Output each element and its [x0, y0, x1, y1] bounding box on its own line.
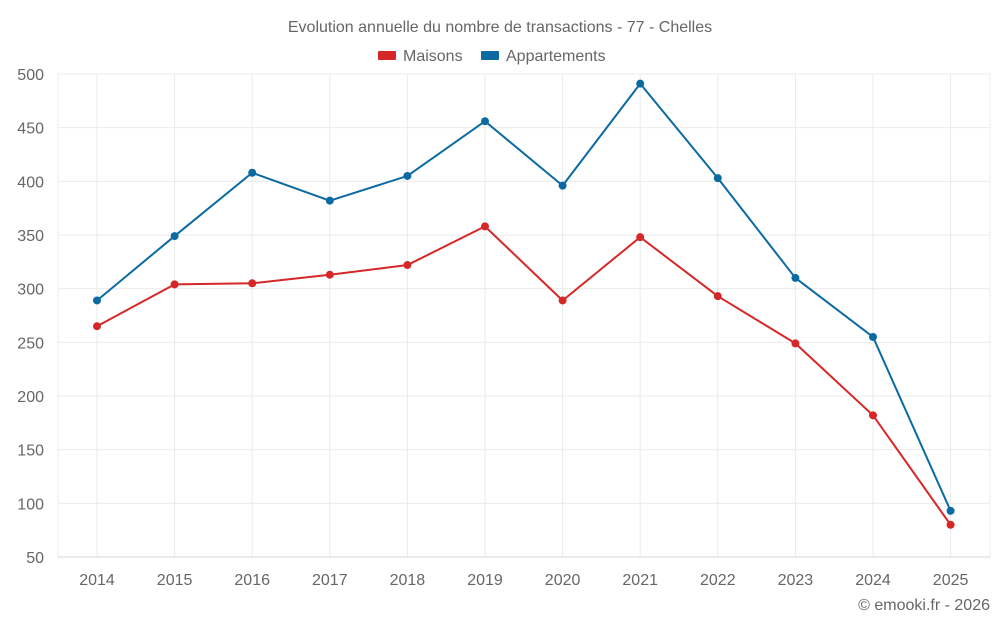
x-tick-label: 2020 [545, 572, 581, 589]
data-point [946, 520, 955, 529]
credit-text: © emooki.fr - 2026 [858, 597, 990, 614]
data-point [170, 280, 179, 289]
legend-swatch [378, 51, 396, 60]
x-tick-label: 2025 [933, 572, 969, 589]
data-point [946, 506, 955, 515]
x-tick-label: 2021 [622, 572, 658, 589]
legend: Maisons Appartements [378, 48, 606, 65]
x-axis-ticks: 2014 2015 2016 2017 2018 2019 2020 2021 2022 2023… [79, 572, 968, 589]
y-axis-ticks: 50 100 150 200 250 300 350 400 450 500 [17, 67, 44, 567]
series-line [96, 225, 952, 526]
x-tick-label: 2019 [467, 572, 503, 589]
data-point [248, 279, 257, 288]
data-point [170, 232, 179, 241]
y-tick-label: 150 [17, 443, 44, 460]
y-gridlines [58, 73, 990, 558]
legend-label: Appartements [506, 48, 606, 65]
y-tick-label: 50 [26, 550, 44, 567]
x-gridlines [57, 74, 991, 557]
data-point [558, 181, 567, 190]
data-point [481, 117, 489, 126]
chart-title: Evolution annuelle du nombre de transact… [288, 19, 712, 36]
x-tick-label: 2014 [79, 572, 115, 589]
data-point [636, 79, 645, 88]
data-point [713, 174, 722, 183]
series-line [96, 82, 952, 512]
data-point [869, 411, 877, 420]
x-tick-label: 2023 [778, 572, 814, 589]
data-point [558, 296, 567, 305]
x-tick-label: 2022 [700, 572, 736, 589]
series-group [93, 79, 955, 529]
x-tick-label: 2015 [157, 572, 193, 589]
data-point [403, 261, 412, 270]
y-tick-label: 450 [17, 121, 44, 138]
x-tick-label: 2018 [390, 572, 426, 589]
legend-item-maisons: Maisons [378, 48, 463, 65]
data-point [791, 273, 800, 282]
data-point [93, 322, 101, 331]
data-point [248, 168, 257, 177]
y-tick-label: 100 [17, 496, 44, 513]
y-tick-label: 350 [17, 228, 44, 245]
y-tick-label: 500 [17, 67, 44, 84]
series-maisons [93, 222, 955, 529]
x-tick-label: 2024 [855, 572, 891, 589]
series-appartements [93, 79, 955, 515]
x-tick-label: 2016 [234, 572, 270, 589]
data-point [93, 296, 101, 305]
data-point [481, 222, 489, 231]
legend-label: Maisons [403, 48, 463, 65]
data-point [636, 233, 645, 242]
x-tick-label: 2017 [312, 572, 348, 589]
data-point [403, 171, 412, 180]
data-point [325, 196, 334, 205]
data-point [713, 292, 722, 301]
data-point [325, 270, 334, 279]
y-tick-label: 400 [17, 174, 44, 191]
y-tick-label: 250 [17, 335, 44, 352]
data-point [791, 339, 800, 348]
y-tick-label: 300 [17, 282, 44, 299]
data-point [869, 332, 877, 341]
legend-swatch [481, 51, 499, 60]
y-tick-label: 200 [17, 389, 44, 406]
legend-item-appartements: Appartements [481, 48, 606, 65]
